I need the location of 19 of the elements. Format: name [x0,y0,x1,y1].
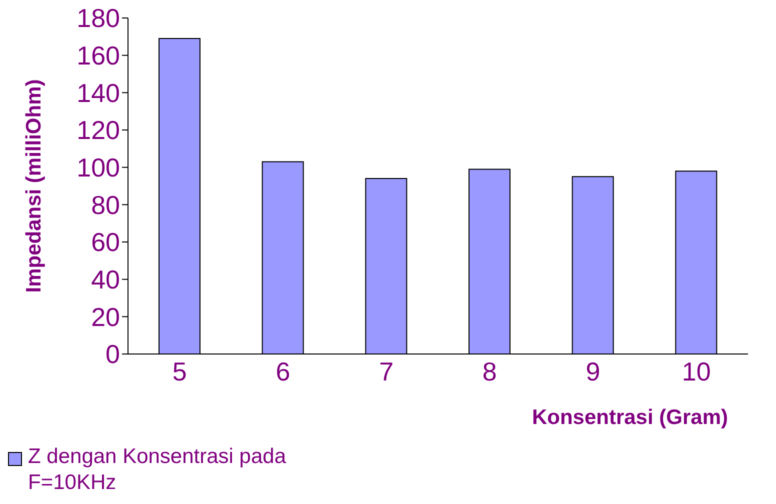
x-tick-label: 7 [379,356,394,386]
legend-label: Z dengan Konsentrasi pada F=10KHz [28,444,288,496]
y-tick-label: 100 [76,152,120,183]
y-tick-label: 160 [76,40,120,71]
y-tick-label: 180 [76,3,120,34]
y-tick-label: 60 [91,227,120,258]
x-tick-label: 5 [172,356,187,386]
y-tick-label: 140 [76,78,120,108]
x-axis-title: Konsentrasi (Gram) [532,406,728,429]
y-axis-title: Impedansi (milliOhm) [22,79,46,293]
x-tick-label: 9 [586,356,600,386]
y-tick-label: 20 [91,302,120,332]
y-tick-label: 80 [91,190,120,220]
x-tick-label: 6 [276,356,290,386]
y-tick-label: 120 [76,115,120,146]
y-tick-label: 40 [91,264,120,295]
x-tick-label: 8 [482,356,497,386]
x-tick-label: 10 [682,356,711,386]
y-tick-label: 0 [106,339,120,370]
